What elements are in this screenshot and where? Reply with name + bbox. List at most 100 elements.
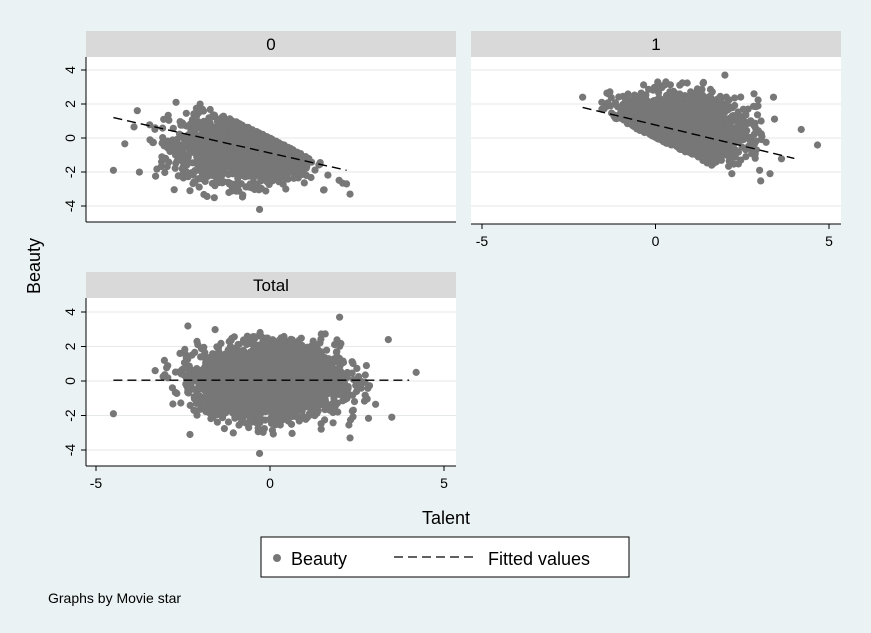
panel-1-point [603, 89, 611, 97]
panel-1-outlier-point [769, 93, 778, 101]
panel-0-point [188, 148, 196, 156]
panel-0-point [161, 168, 169, 177]
panel-1-point [622, 96, 630, 104]
panel-1-point [706, 96, 714, 104]
panel-0-point [272, 162, 280, 170]
panel-1-point [742, 120, 750, 129]
panel-0-point [238, 193, 247, 201]
panel-0-point [248, 160, 256, 168]
panel-0-point [182, 109, 190, 117]
panel-0-point [281, 168, 289, 176]
panel-1-point [688, 150, 696, 158]
panel-0-point [268, 173, 276, 181]
panel-0-point [283, 175, 291, 183]
panel-0-point [300, 179, 308, 187]
panel-1-point [695, 130, 703, 138]
panel-0-y-tick-label: 0 [62, 134, 78, 142]
panel-0-outlier-point [342, 180, 351, 188]
panel-1-point [674, 138, 682, 146]
panel-1-point [813, 141, 822, 149]
panel-1-outlier-point [756, 166, 764, 174]
panel-1-point [737, 93, 745, 101]
panel-0-point [198, 153, 206, 161]
panel-0-point [297, 171, 305, 179]
panel-0-point [228, 144, 236, 152]
panel-total-point [184, 322, 192, 330]
panel-total-point [362, 362, 370, 370]
panel-0-outlier-point [346, 190, 354, 198]
panel-0-point [225, 188, 233, 197]
panel-total-point [224, 418, 233, 426]
panel-0-outlier-point [158, 139, 166, 147]
panel-0-point [315, 161, 323, 169]
panel-1-point [667, 90, 675, 98]
panel-1-outlier-point [797, 125, 805, 134]
panel-0-title: 0 [266, 35, 275, 54]
panel-0-point [302, 153, 310, 161]
panel-0-point [251, 185, 259, 194]
panel-1-point [723, 106, 732, 114]
panel-total-y-tick-label: 2 [62, 342, 78, 350]
panel-0-point [236, 170, 245, 179]
panel-1-point [750, 90, 758, 98]
panel-1-point [666, 103, 674, 111]
panel-0-point [234, 182, 242, 190]
panel-1-point [654, 78, 662, 86]
panel-0-point [256, 165, 264, 173]
panel-1-point [722, 149, 730, 157]
panel-total-x-tick-label: 5 [440, 475, 448, 491]
panel-0-point [176, 130, 184, 138]
panel-0-point [320, 186, 328, 194]
panel-1-point [733, 115, 741, 123]
panel-0-point [121, 140, 129, 148]
panel-1-point [717, 96, 725, 104]
panel-0-point [179, 158, 187, 166]
panel-1-point [639, 93, 647, 101]
panel-1-point [718, 131, 727, 139]
panel-1-point [657, 105, 665, 113]
panel-1-point [698, 115, 706, 124]
panel-0-outlier-point [109, 166, 117, 174]
panel-1-group: 1-5 0 5 [471, 31, 841, 249]
panel-0-point [195, 109, 203, 117]
panel-1-point [770, 115, 779, 123]
panel-1-point [683, 79, 691, 87]
panel-1-point [673, 103, 681, 112]
panel-0-point [279, 180, 287, 188]
panel-0-point [153, 165, 161, 173]
panel-1-point [654, 135, 662, 143]
panel-1-point [725, 96, 733, 104]
panel-0-point [209, 157, 217, 165]
panel-0-point [159, 134, 167, 142]
panel-1-point [742, 110, 750, 118]
panel-0-point [210, 194, 218, 202]
panel-0-point [237, 123, 245, 131]
panel-1-point [655, 85, 663, 93]
panel-1-point [757, 177, 765, 185]
panel-0-point [288, 159, 296, 167]
panel-0-point [179, 121, 187, 129]
panel-0-point [146, 136, 154, 144]
panel-total-y-tick-label: 4 [62, 308, 78, 316]
panel-1-x-tick-label: -5 [476, 233, 489, 249]
panel-0-y-tick-label: 4 [62, 66, 78, 74]
panel-0-point [220, 148, 229, 156]
panel-0-point [193, 160, 201, 168]
panel-1-point [640, 81, 648, 89]
panel-total-point [211, 326, 219, 334]
panel-1-point [742, 128, 750, 136]
panel-0-point [203, 192, 211, 200]
panel-1-point [604, 99, 612, 107]
panel-0-point [165, 116, 173, 124]
panel-0-point [200, 140, 208, 148]
panel-1-point [676, 90, 684, 98]
panel-0-point [265, 165, 273, 173]
panel-1-point [706, 147, 714, 155]
panel-0-point [191, 178, 199, 186]
panel-0-point [199, 160, 207, 169]
panel-0-point [204, 147, 212, 155]
panel-0-point [170, 186, 178, 194]
panel-1-point [690, 98, 698, 106]
